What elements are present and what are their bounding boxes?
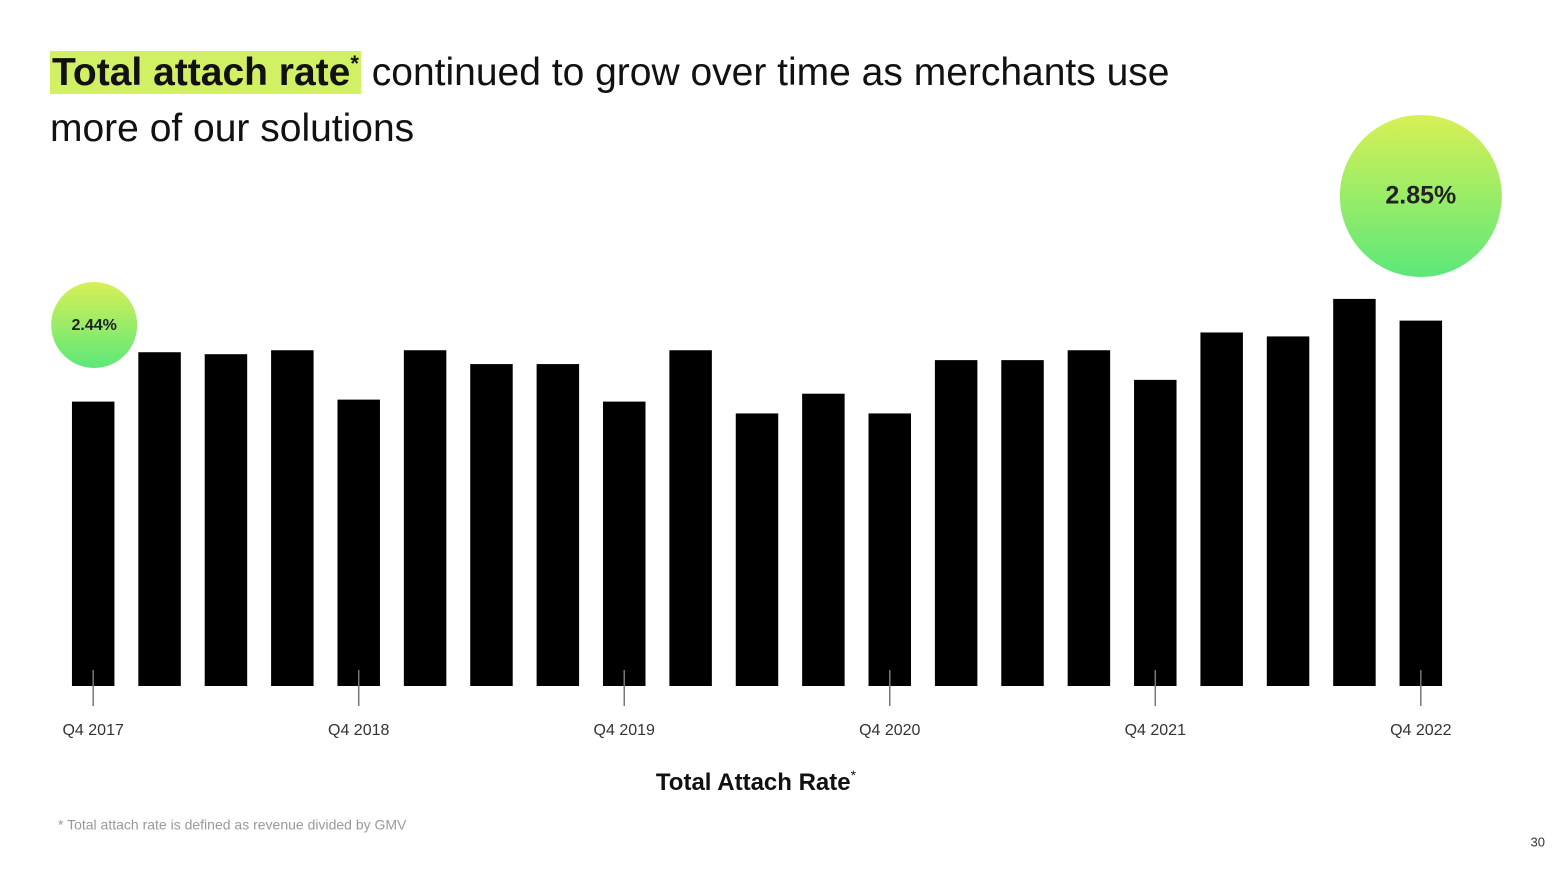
title-rest: continued to grow over time as merchants… bbox=[50, 51, 1170, 150]
bar bbox=[337, 399, 380, 686]
bar bbox=[536, 364, 580, 686]
x-tick-label: Q4 2021 bbox=[1125, 722, 1186, 739]
bar bbox=[204, 354, 248, 686]
bar bbox=[735, 413, 779, 686]
x-tick-label: Q4 2020 bbox=[859, 722, 920, 739]
x-tick-label: Q4 2017 bbox=[62, 722, 123, 739]
value-bubble bbox=[1339, 115, 1502, 277]
bar bbox=[1200, 332, 1243, 686]
footnote: * Total attach rate is defined as revenu… bbox=[58, 817, 407, 833]
value-label: 2.85% bbox=[1385, 182, 1456, 210]
x-axis-label-text: Total Attach Rate bbox=[656, 769, 851, 796]
bar bbox=[71, 401, 115, 686]
bar bbox=[1067, 350, 1111, 686]
x-tick-label: Q4 2022 bbox=[1390, 722, 1451, 739]
bar bbox=[1001, 360, 1044, 686]
bar bbox=[802, 393, 845, 686]
title-highlight-text: Total attach rate bbox=[52, 51, 351, 94]
bar bbox=[138, 352, 181, 686]
bar bbox=[403, 350, 447, 686]
x-tick-label: Q4 2019 bbox=[594, 722, 655, 739]
bar bbox=[1399, 320, 1443, 686]
bar bbox=[868, 413, 912, 686]
value-label: 2.44% bbox=[72, 317, 117, 334]
bar bbox=[934, 360, 978, 686]
title-highlight: Total attach rate* bbox=[50, 51, 361, 94]
value-bubble bbox=[51, 282, 138, 368]
x-axis-label-asterisk: * bbox=[851, 767, 857, 783]
x-axis-label: Total Attach Rate* bbox=[656, 767, 857, 797]
bar bbox=[602, 401, 646, 686]
x-tick-label: Q4 2018 bbox=[328, 722, 389, 739]
bar bbox=[1266, 336, 1310, 686]
bar bbox=[669, 350, 712, 686]
bar bbox=[1134, 379, 1177, 686]
bar bbox=[470, 364, 513, 686]
bar bbox=[1333, 298, 1376, 686]
title-asterisk: * bbox=[350, 51, 359, 76]
bar bbox=[271, 350, 314, 686]
title: Total attach rate* continued to grow ove… bbox=[50, 36, 1200, 157]
page-number: 30 bbox=[1531, 834, 1545, 849]
